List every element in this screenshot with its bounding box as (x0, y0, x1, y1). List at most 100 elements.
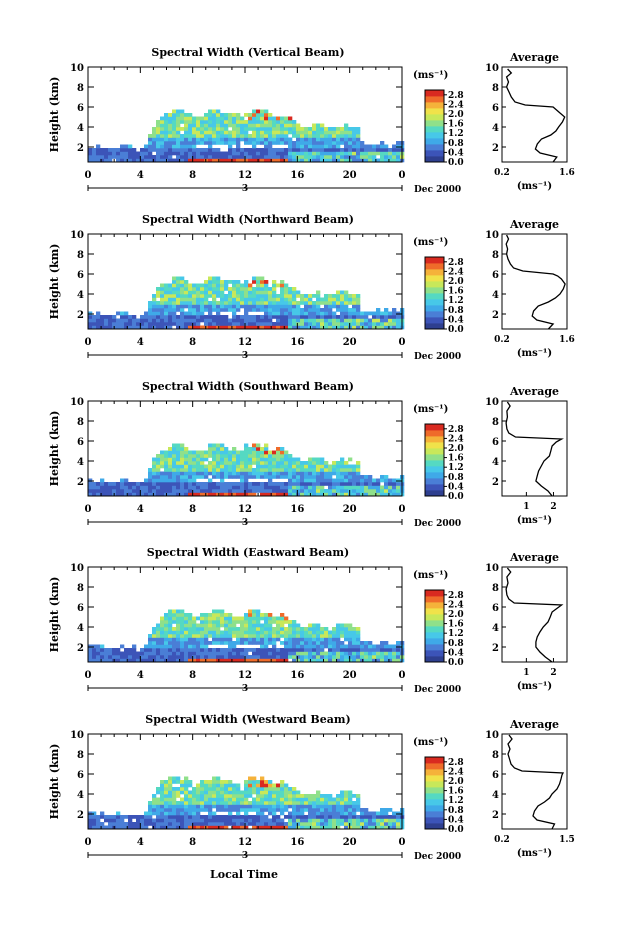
panel-5-cell (100, 822, 105, 826)
panel-3-cell (344, 492, 349, 497)
panel-2-cell (256, 308, 261, 312)
panel-3-cell (176, 468, 181, 472)
panel-2-cell (220, 297, 225, 302)
panel-3-cell (148, 471, 153, 476)
panel-4-cell (200, 658, 205, 663)
panel-4-average-ytick-label: 10 (485, 563, 499, 574)
panel-4-cell (204, 651, 209, 656)
panel-1-cell (156, 158, 161, 163)
panel-1-xtick-label: 8 (189, 170, 196, 181)
panel-5-cell (148, 801, 153, 805)
panel-2-cell (260, 315, 265, 319)
panel-1-cell (184, 130, 189, 135)
panel-1-cell (188, 148, 193, 152)
panel-4-cell (284, 620, 289, 624)
panel-5-cell (248, 780, 253, 784)
panel-2-cell (276, 304, 281, 309)
panel-4-cell (228, 613, 233, 617)
panel-5-cell (168, 818, 173, 823)
panel-5-cell (280, 794, 285, 798)
panel-2-cell (388, 315, 393, 319)
panel-4-cell (352, 637, 357, 642)
panel-1-cell (296, 130, 301, 135)
panel-5-cell (228, 783, 233, 788)
panel-4-cell (104, 658, 109, 663)
panel-5-cell (304, 797, 309, 802)
panel-3-cell (332, 478, 337, 483)
panel-5-cell (268, 790, 273, 795)
panel-3-cell (212, 443, 217, 448)
panel-4-cell (296, 658, 301, 663)
panel-1-cell (332, 127, 337, 131)
panel-5-cell (260, 811, 265, 816)
panel-2-cell (100, 322, 105, 326)
panel-5-cell (340, 790, 345, 795)
panel-4-cell (328, 651, 333, 656)
panel-4-cell (188, 627, 193, 631)
panel-1-ytick-label: 2 (77, 143, 84, 154)
panel-3-cell (256, 450, 261, 455)
panel-3-cell (128, 482, 133, 486)
panel-1-cell (300, 134, 305, 138)
panel-1-cell (364, 158, 369, 163)
panel-5-cell (124, 822, 129, 826)
panel-1-cell (156, 148, 161, 152)
panel-4-cell (156, 648, 161, 652)
panel-3-cell (248, 454, 253, 458)
panel-3-colorbar-segment (425, 436, 444, 443)
panel-4-cell (144, 655, 149, 659)
panel-4-cell (168, 623, 173, 628)
panel-3-colorbar-segment (425, 478, 444, 485)
panel-4-colorbar-label: 1.6 (448, 620, 464, 630)
panel-3-cell (380, 492, 385, 497)
panel-1-cell (244, 137, 249, 142)
panel-2-cell (248, 322, 253, 326)
panel-2-cell (168, 290, 173, 295)
panel-2-cell (376, 315, 381, 319)
panel-5-cell (260, 787, 265, 791)
panel-1-cell (284, 148, 289, 152)
panel-5-cell (236, 815, 241, 819)
panel-1-cell (196, 130, 201, 135)
panel-2-cell (384, 318, 389, 323)
panel-2-cell (380, 318, 385, 323)
panel-1-cell (248, 141, 253, 145)
panel-1-cell (268, 123, 273, 128)
panel-2-cell (220, 315, 225, 319)
panel-4-cell (280, 613, 285, 617)
panel-4-cell (172, 634, 177, 638)
panel-2-cell (264, 280, 269, 284)
panel-4-cell (188, 630, 193, 635)
panel-1-cell (240, 127, 245, 131)
panel-4-cell (300, 648, 305, 652)
panel-4-cell (164, 620, 169, 624)
panel-2-average-xtick-label: 1.6 (559, 335, 575, 345)
panel-5-cell (192, 815, 197, 819)
panel-1-cell (356, 148, 361, 152)
panel-4-cell (336, 655, 341, 659)
panel-5-ytick-label: 6 (77, 770, 84, 781)
panel-4-cell (192, 616, 197, 621)
panel-4-cell (272, 634, 277, 638)
panel-4-cell (260, 658, 265, 663)
panel-5-cell (108, 825, 113, 830)
panel-3-cell (300, 468, 305, 472)
panel-1-cell (88, 158, 93, 163)
panel-1-cell (320, 127, 325, 131)
panel-5-cell (284, 797, 289, 802)
panel-5-cell (328, 801, 333, 805)
panel-1-average-ytick-label: 10 (485, 63, 499, 74)
panel-5-cell (144, 822, 149, 826)
panel-5-cell (268, 822, 273, 826)
panel-5-cell (176, 794, 181, 798)
panel-4-colorbar-segment (425, 602, 444, 609)
panel-3-colorbar-label: 0.4 (448, 482, 464, 492)
panel-2-cell (236, 318, 241, 323)
panel-5-cell (220, 783, 225, 788)
panel-4-cell (320, 658, 325, 663)
panel-3-cell (160, 485, 165, 490)
panel-5-cell (164, 822, 169, 826)
panel-3-colorbar-frame (424, 423, 445, 497)
panel-2-cell (352, 318, 357, 323)
panel-2-cell (328, 297, 333, 302)
